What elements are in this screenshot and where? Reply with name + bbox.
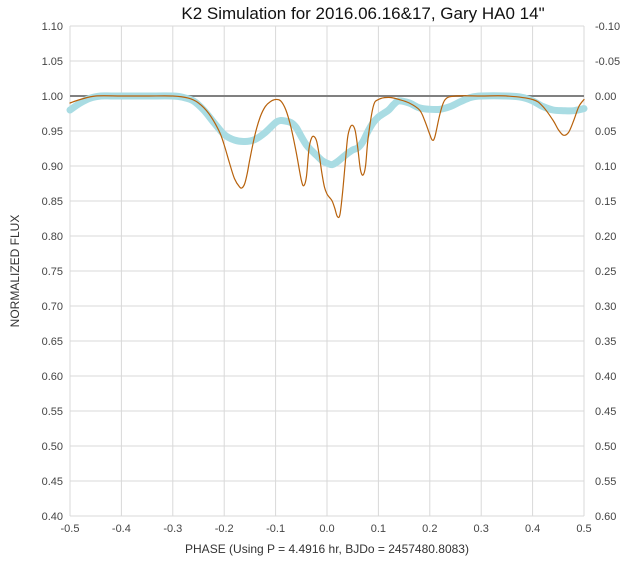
- y-tick-label: 0.95: [42, 126, 63, 138]
- y-axis-label: NORMALIZED FLUX: [8, 215, 22, 328]
- y-tick-label: 0.75: [42, 266, 63, 278]
- tick-labels: 1.10 -0.10 1.05 -0.05 1.00 0.00 0.95 0.05 0.90 0.…: [42, 21, 621, 535]
- series-layer: [66, 92, 588, 219]
- y2-tick-label: -0.05: [595, 56, 620, 68]
- grid: [69, 25, 585, 517]
- y-tick-label: 0.60: [42, 371, 63, 383]
- x-tick-label: -0.1: [266, 523, 285, 535]
- y2-tick-label: 0.35: [595, 336, 616, 348]
- y2-tick-label: 0.15: [595, 196, 616, 208]
- x-tick-label: 0.4: [525, 523, 540, 535]
- x-tick-label: -0.5: [61, 523, 80, 535]
- y-tick-label: 1.00: [42, 91, 63, 103]
- y2-tick-label: 0.05: [595, 126, 616, 138]
- x-tick-label: 0.1: [371, 523, 386, 535]
- series-line-thick: [66, 92, 588, 169]
- y2-tick-label: 0.45: [595, 406, 616, 418]
- x-axis-label: PHASE (Using P = 4.4916 hr, BJDo = 24574…: [185, 542, 469, 556]
- y-tick-label: 0.85: [42, 196, 63, 208]
- x-tick-label: 0.3: [474, 523, 489, 535]
- y2-tick-label: 0.20: [595, 231, 616, 243]
- x-tick-label: -0.4: [112, 523, 131, 535]
- y2-tick-label: 0.00: [595, 91, 616, 103]
- y-tick-label: 1.05: [42, 56, 63, 68]
- y2-tick-label: 0.10: [595, 161, 616, 173]
- x-tick-label: 0.2: [422, 523, 437, 535]
- y-tick-label: 0.90: [42, 161, 63, 173]
- y2-tick-label: 0.30: [595, 301, 616, 313]
- y2-tick-label: 0.60: [595, 511, 616, 523]
- x-tick-label: 0.5: [576, 523, 591, 535]
- y-tick-label: 0.70: [42, 301, 63, 313]
- y2-tick-label: 0.50: [595, 441, 616, 453]
- y2-tick-label: 0.40: [595, 371, 616, 383]
- y-tick-label: 0.50: [42, 441, 63, 453]
- x-tick-label: 0.0: [319, 523, 334, 535]
- y-tick-label: 0.45: [42, 476, 63, 488]
- x-tick-label: -0.3: [163, 523, 182, 535]
- y2-tick-label: -0.10: [595, 21, 620, 33]
- y2-tick-label: 0.25: [595, 266, 616, 278]
- y-tick-label: 0.40: [42, 511, 63, 523]
- chart-title: K2 Simulation for 2016.06.16&17, Gary HA…: [181, 4, 544, 23]
- y-tick-label: 0.55: [42, 406, 63, 418]
- y-tick-label: 0.65: [42, 336, 63, 348]
- y2-tick-label: 0.55: [595, 476, 616, 488]
- x-tick-label: -0.2: [215, 523, 234, 535]
- y-tick-label: 0.80: [42, 231, 63, 243]
- series-line-thin: [69, 95, 585, 219]
- y-tick-label: 1.10: [42, 21, 63, 33]
